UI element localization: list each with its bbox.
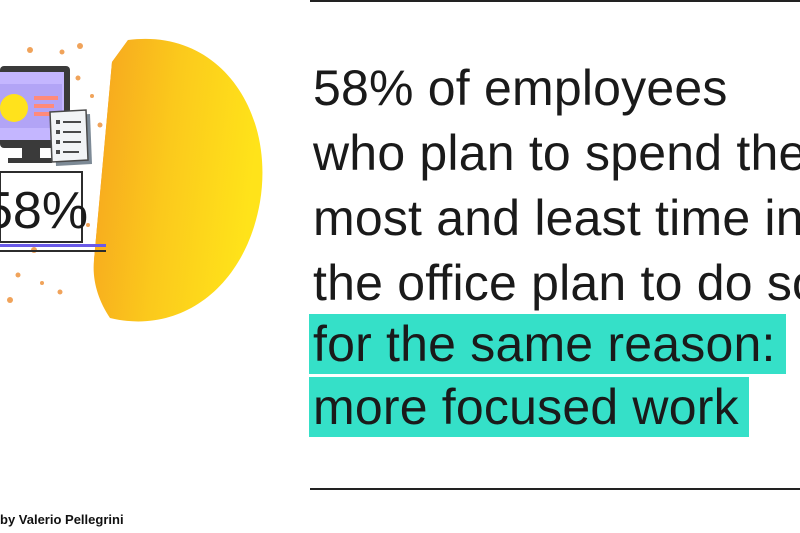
percent-card: 58%: [0, 171, 88, 243]
headline-line-4: the office plan to do so: [313, 255, 800, 311]
headline-line-3: most and least time in: [313, 190, 800, 246]
pie-chart-icon: [93, 38, 263, 322]
headline-line-1: 58% of employees: [313, 60, 728, 116]
top-divider: [310, 0, 800, 2]
underline-bars: [0, 244, 106, 252]
bottom-divider: [310, 488, 800, 490]
pie-illustration: 58%: [0, 38, 263, 322]
highlighted-line-1: for the same reason:: [309, 314, 786, 374]
headline-line-2: who plan to spend the: [313, 125, 800, 181]
highlighted-line-2: more focused work: [309, 377, 749, 437]
sun-icon: [0, 94, 28, 122]
percent-label: 58%: [0, 182, 88, 240]
author-credit: by Valerio Pellegrini: [0, 512, 124, 527]
document-icon: [49, 109, 92, 166]
